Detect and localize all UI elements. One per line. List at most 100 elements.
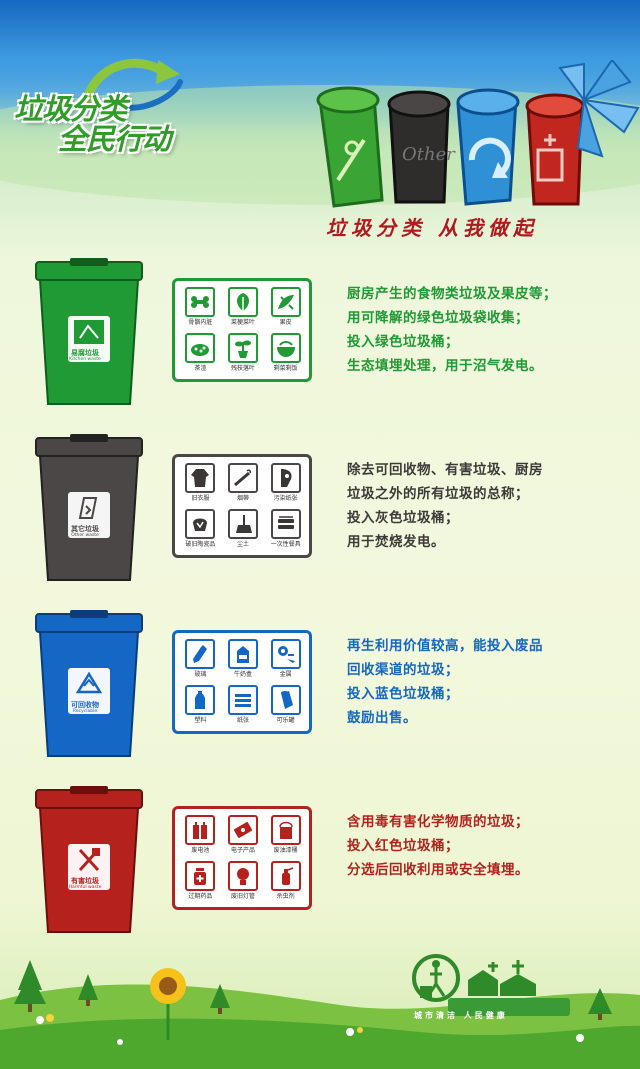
item-cell: 废油漆桶 [267,815,304,857]
red-can-icon [525,93,585,206]
bone-icon [191,296,210,308]
disposable-tableware-icon [277,516,294,529]
item-cell: 塑料 [182,685,219,727]
item-cell: 果皮 [267,287,304,329]
bin-sub: Other waste [71,533,99,538]
item-cell: 金属 [267,639,304,681]
pine-tree-icon [588,988,612,1020]
item-cell: 过期药品 [182,861,219,903]
item-cell: 烟蒂 [225,463,262,505]
items-panel: 废电池 电子产品 废油漆桶 过期药品 废旧灯管 [172,806,312,910]
description-line: 生态填埋处理，用于沼气发电。 [347,358,543,374]
dustpan-icon [235,515,252,533]
item-label: 一次性餐具 [270,541,301,548]
item-cell: 剩菜剩饭 [267,333,304,375]
item-label: 污染纸张 [273,495,298,502]
bin-label: 可回收物 [71,701,99,709]
description-line: 投入蓝色垃圾桶； [347,686,459,702]
bin-label: 其它垃圾 [71,525,99,533]
dirty-paper-icon [280,469,292,487]
potted-plant-icon [234,340,251,358]
svg-text:Other: Other [402,144,456,165]
item-label: 菜梗菜叶 [230,319,255,326]
items-panel: 玻璃 牛奶盒 金属 塑料 纸张 [172,630,312,734]
sunflower-icon [150,968,186,1040]
item-label: 废旧灯管 [230,893,255,900]
milk-carton-icon [236,646,249,663]
item-cell: 尘土 [225,509,262,551]
soda-can-icon [280,691,293,709]
description-line: 投入灰色垃圾桶； [347,510,459,526]
fruit-peel-icon [277,295,294,310]
description-line: 鼓励出售。 [347,710,417,726]
item-label: 牛奶盒 [233,671,252,678]
item-cell: 纸张 [225,685,262,727]
electronics-icon [233,822,253,838]
bin-label: 易腐垃圾 [71,349,99,357]
item-label: 废油漆桶 [273,847,298,854]
item-label: 金属 [279,671,292,678]
item-label: 可乐罐 [276,717,295,724]
item-cell: 骨骼内脏 [182,287,219,329]
city-clean-logo [412,954,570,1016]
bin-sub: Kitchen waste [69,357,101,362]
description-line: 用于焚烧发电。 [347,534,445,550]
insecticide-icon [281,867,293,885]
item-cell: 废电池 [182,815,219,857]
description-line: 分选后回收利用或安全填埋。 [347,862,529,878]
flower-cluster-icon [36,1014,584,1045]
paper-stack-icon [234,694,251,707]
item-label: 电子产品 [230,847,255,854]
item-label: 残枝落叶 [230,365,255,372]
bin-sub: Recyclable [72,709,98,714]
battery-icon [193,822,208,839]
category-row-other: 其它垃圾 Other waste 旧衣服 烟蒂 污染纸张 破旧陶瓷品 [0,434,640,594]
cigarette-icon [234,469,251,487]
gray-bin-icon [35,434,143,581]
description-line: 再生利用价值较高，能投入废品 [347,638,543,654]
description: 再生利用价值较高，能投入废品 回收渠道的垃圾； 投入蓝色垃圾桶； 鼓励出售。 [347,634,627,730]
broken-ceramic-icon [193,518,208,531]
item-cell: 一次性餐具 [267,509,304,551]
item-cell: 可乐罐 [267,685,304,727]
items-panel: 旧衣服 烟蒂 污染纸张 破旧陶瓷品 尘土 [172,454,312,558]
description-line: 用可降解的绿色垃圾袋收集； [347,310,529,326]
description-line: 厨房产生的食物类垃圾及果皮等； [347,286,557,302]
item-label: 尘土 [236,541,249,548]
tea-leaves-icon [191,344,210,356]
paint-bucket-icon [278,821,293,839]
item-cell: 污染纸张 [267,463,304,505]
light-bulb-icon [236,868,249,885]
category-row-harmful: 有害垃圾 Harmful waste 废电池 电子产品 废油漆桶 过期药 [0,786,640,946]
item-label: 塑料 [194,717,207,724]
red-bin-icon [35,786,143,933]
item-cell: 残枝落叶 [225,333,262,375]
green-can-icon [316,86,384,208]
footer-brand-text: 城市清洁 人民健康 [414,1011,508,1020]
item-label: 剩菜剩饭 [273,365,298,372]
item-label: 杀虫剂 [276,893,295,900]
item-cell: 菜梗菜叶 [225,287,262,329]
category-row-kitchen: 易腐垃圾 Kitchen waste 骨骼内脏 菜梗菜叶 果皮 茶渣 [0,258,640,418]
description: 含用毒有害化学物质的垃圾； 投入红色垃圾桶； 分选后回收利用或安全填埋。 [347,810,627,882]
item-label: 破旧陶瓷品 [185,541,216,548]
item-label: 旧衣服 [191,495,210,502]
item-label: 茶渣 [194,365,207,372]
metal-gear-icon [277,646,295,663]
campaign-logo: 垃圾分类 全民行动 [14,56,224,156]
item-cell: 破旧陶瓷品 [182,509,219,551]
vegetable-leaf-icon [236,293,249,311]
item-label: 烟蒂 [236,495,249,502]
item-label: 废电池 [191,847,210,854]
item-label: 玻璃 [194,671,207,678]
description-line: 含用毒有害化学物质的垃圾； [347,814,529,830]
blue-pinwheel-icon [558,60,640,158]
description-line: 除去可回收物、有害垃圾、厨房 [347,462,543,478]
description-line: 回收渠道的垃圾； [347,662,459,678]
glass-bottle-icon [193,645,208,663]
item-label: 过期药品 [188,893,213,900]
description-line: 投入绿色垃圾桶； [347,334,459,350]
medicine-bottle-icon [194,868,207,885]
pine-tree-icon [210,984,230,1014]
item-cell: 旧衣服 [182,463,219,505]
